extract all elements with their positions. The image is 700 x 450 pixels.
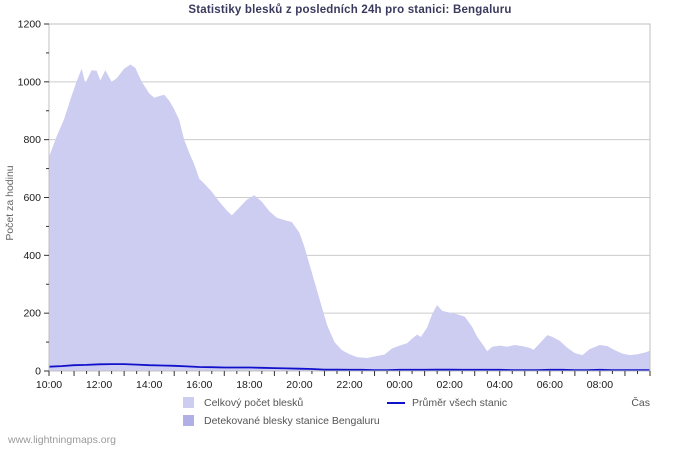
x-tick-label: 04:00 bbox=[487, 379, 513, 391]
x-tick-label: 08:00 bbox=[587, 379, 613, 391]
legend-row-1: Celkový počet blesků Průměr všech stanic… bbox=[0, 396, 700, 410]
legend-label-average: Průměr všech stanic bbox=[412, 397, 508, 409]
legend-label-station: Detekované blesky stanice Bengaluru bbox=[204, 415, 380, 427]
average-line bbox=[48, 363, 650, 372]
x-tick-label: 18:00 bbox=[236, 379, 262, 391]
chart-title: Statistiky blesků z posledních 24h pro s… bbox=[188, 4, 512, 16]
x-axis-title: Čas bbox=[631, 397, 650, 409]
y-tick-label: 1000 bbox=[18, 76, 42, 88]
y-tick-label: 800 bbox=[23, 134, 41, 146]
x-tick-label: 16:00 bbox=[186, 379, 212, 391]
y-tick-label: 1200 bbox=[18, 19, 42, 31]
x-tick-label: 20:00 bbox=[286, 379, 312, 391]
x-tick-label: 14:00 bbox=[136, 379, 162, 391]
y-tick-label: 400 bbox=[23, 250, 41, 262]
watermark: www.lightningmaps.org bbox=[8, 434, 116, 446]
legend-swatch-station bbox=[183, 415, 194, 426]
y-tick-label: 0 bbox=[35, 366, 41, 378]
x-tick-label: 22:00 bbox=[336, 379, 362, 391]
x-tick-label: 06:00 bbox=[537, 379, 563, 391]
y-tick-label: 200 bbox=[23, 308, 41, 320]
total-lightning-area bbox=[49, 64, 650, 371]
legend-row-2: Detekované blesky stanice Bengaluru bbox=[0, 414, 700, 428]
x-tick-label: 02:00 bbox=[437, 379, 463, 391]
x-tick-label: 00:00 bbox=[386, 379, 412, 391]
legend-swatch-total bbox=[183, 397, 194, 408]
x-tick-label: 12:00 bbox=[86, 379, 112, 391]
y-tick-label: 600 bbox=[23, 192, 41, 204]
legend-swatch-average-line bbox=[387, 402, 405, 404]
x-tick-label: 10:00 bbox=[36, 379, 62, 391]
legend-label-total: Celkový počet blesků bbox=[204, 397, 304, 409]
